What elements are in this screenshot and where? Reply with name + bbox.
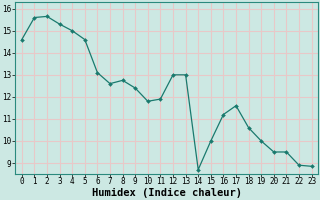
X-axis label: Humidex (Indice chaleur): Humidex (Indice chaleur) xyxy=(92,188,242,198)
